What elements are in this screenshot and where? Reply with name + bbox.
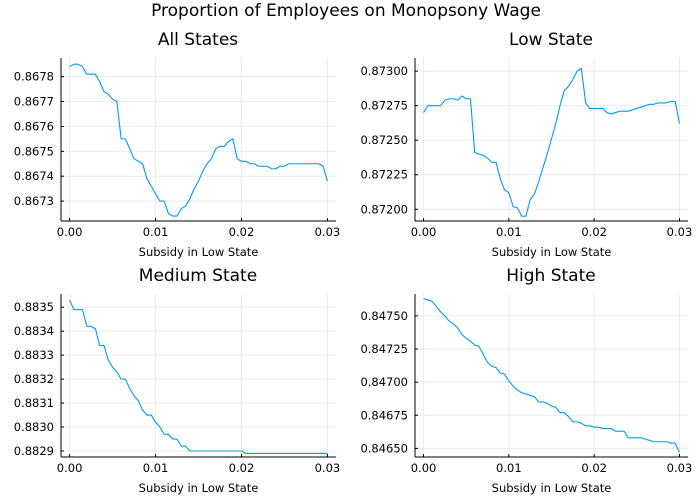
panel-low-state: 0.00 0.01 0.02 0.03 0.87200 0.87225 0.87250 0.8… xyxy=(360,30,692,259)
y-tick-label: 0.84725 xyxy=(360,342,408,356)
x-axis-label: Subsidy in Low State xyxy=(139,481,259,495)
y-tick-label: 0.8676 xyxy=(14,119,54,133)
x-tick-label: 0.03 xyxy=(315,225,341,239)
panel-title: All States xyxy=(158,30,238,50)
x-tick-label: 0.03 xyxy=(315,461,341,475)
x-tick-label: 0.02 xyxy=(229,461,255,475)
x-tick-label: 0.00 xyxy=(411,225,437,239)
y-tick-label: 0.87225 xyxy=(360,168,408,182)
series-line-medium-state xyxy=(69,299,328,454)
series-line-low-state xyxy=(423,67,681,217)
x-tick-label: 0.01 xyxy=(496,461,522,475)
x-tick-label: 0.02 xyxy=(229,225,255,239)
y-tick-label: 0.84700 xyxy=(360,375,408,389)
y-tick-label: 0.84750 xyxy=(360,309,408,323)
y-tick-label: 0.84650 xyxy=(360,441,408,455)
y-tick-label: 0.8678 xyxy=(14,70,54,84)
panel-medium-state: 0.00 0.01 0.02 0.03 0.8829 0.8830 0.8831 0.8832… xyxy=(14,266,340,495)
y-tick-label: 0.84675 xyxy=(360,408,408,422)
x-tick-label: 0.01 xyxy=(143,461,169,475)
panel-title: High State xyxy=(506,266,595,286)
panel-title: Medium State xyxy=(139,266,257,286)
x-axis-label: Subsidy in Low State xyxy=(492,245,612,259)
series-line-all-states xyxy=(69,63,328,217)
y-tick-label: 0.8833 xyxy=(14,348,54,362)
x-tick-label: 0.00 xyxy=(57,225,83,239)
y-tick-label: 0.8673 xyxy=(14,194,54,208)
x-tick-label: 0.03 xyxy=(667,225,693,239)
y-tick-label: 0.8835 xyxy=(14,300,54,314)
x-axis-label: Subsidy in Low State xyxy=(139,245,259,259)
y-tick-label: 0.8829 xyxy=(14,444,54,458)
x-tick-label: 0.01 xyxy=(496,225,522,239)
x-tick-label: 0.00 xyxy=(57,461,83,475)
y-tick-label: 0.8677 xyxy=(14,95,54,109)
panel-all-states: 0.00 0.01 0.02 0.03 0.8673 0.8674 0.8675 0.8676… xyxy=(14,30,340,259)
series-line-high-state xyxy=(423,298,680,453)
figure-title: Proportion of Employees on Monopsony Wag… xyxy=(151,1,541,21)
x-tick-label: 0.02 xyxy=(581,461,607,475)
y-tick-label: 0.8675 xyxy=(14,144,54,158)
y-tick-label: 0.87200 xyxy=(360,202,408,216)
x-tick-label: 0.02 xyxy=(581,225,607,239)
y-tick-label: 0.8831 xyxy=(14,396,54,410)
y-tick-label: 0.87300 xyxy=(360,64,408,78)
panel-title: Low State xyxy=(509,30,593,50)
x-tick-label: 0.01 xyxy=(143,225,169,239)
x-tick-label: 0.00 xyxy=(411,461,437,475)
y-tick-label: 0.87275 xyxy=(360,99,408,113)
y-tick-label: 0.87250 xyxy=(360,133,408,147)
panel-high-state: 0.00 0.01 0.02 0.03 0.84650 0.84675 0.84700 0.8… xyxy=(360,266,692,495)
y-tick-label: 0.8834 xyxy=(14,324,54,338)
x-axis-label: Subsidy in Low State xyxy=(492,481,612,495)
y-tick-label: 0.8832 xyxy=(14,372,54,386)
y-tick-label: 0.8830 xyxy=(14,420,54,434)
x-tick-label: 0.03 xyxy=(667,461,693,475)
y-tick-label: 0.8674 xyxy=(14,169,54,183)
